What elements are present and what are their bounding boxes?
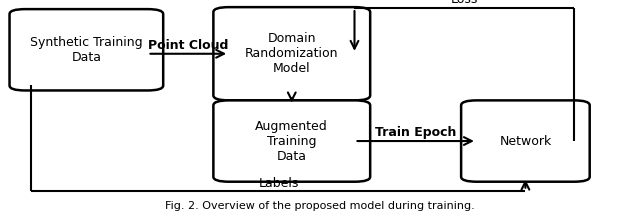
- Text: Augmented
Training
Data: Augmented Training Data: [255, 119, 328, 163]
- Text: Labels: Labels: [259, 177, 299, 190]
- FancyBboxPatch shape: [213, 100, 370, 182]
- Text: Fig. 2. Overview of the proposed model during training.: Fig. 2. Overview of the proposed model d…: [165, 201, 475, 211]
- Text: Train Epoch: Train Epoch: [375, 126, 456, 139]
- Text: Domain
Randomization
Model: Domain Randomization Model: [245, 32, 339, 75]
- FancyBboxPatch shape: [10, 9, 163, 90]
- FancyBboxPatch shape: [213, 7, 370, 100]
- Text: Network: Network: [499, 135, 552, 148]
- Text: Synthetic Training
Data: Synthetic Training Data: [30, 36, 143, 64]
- FancyBboxPatch shape: [461, 100, 589, 182]
- Text: Point Cloud: Point Cloud: [148, 39, 228, 52]
- Text: Loss: Loss: [451, 0, 478, 6]
